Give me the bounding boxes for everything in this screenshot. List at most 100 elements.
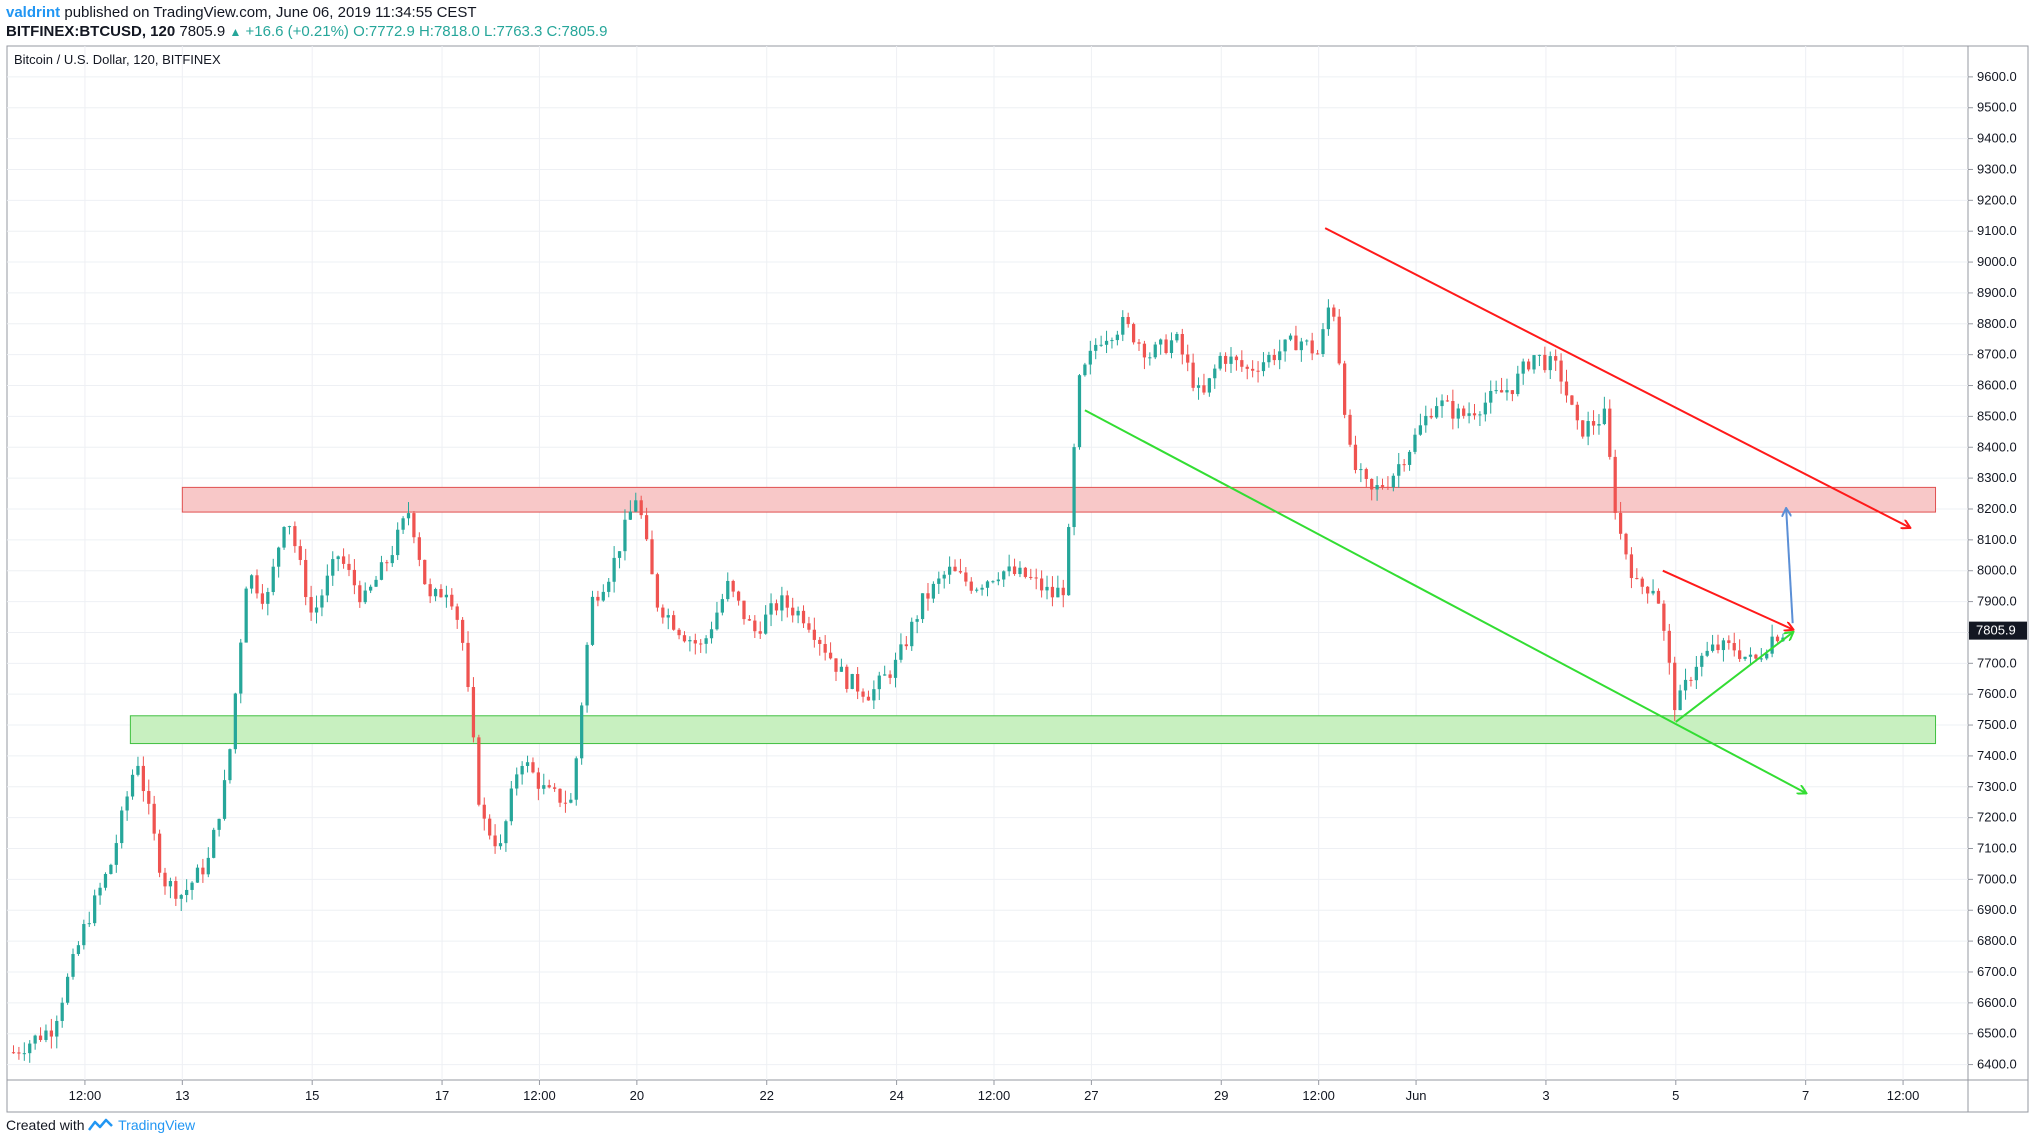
candle-body (834, 658, 838, 672)
candle-body (585, 644, 589, 706)
candle-body (201, 867, 205, 875)
price-tick-label: 8400.0 (1977, 439, 2017, 454)
candle-body (125, 796, 129, 811)
candle-body (1667, 630, 1671, 663)
candle-body (406, 513, 411, 519)
candle-body (1050, 586, 1055, 598)
candle-body (60, 1002, 64, 1021)
chart-grid (6, 45, 2029, 1113)
candle-body (964, 572, 968, 582)
candle-body (147, 791, 151, 804)
candle-body (1662, 603, 1666, 631)
candle-body (1656, 590, 1661, 604)
candle-body (1559, 360, 1563, 382)
candle-body (1370, 478, 1374, 490)
candle-body (1169, 340, 1174, 354)
time-tick-label: Jun (1406, 1088, 1427, 1103)
candle-body (1743, 656, 1747, 659)
candle-body (1180, 334, 1184, 355)
candle-body (601, 591, 605, 601)
red-trendline (1324, 227, 1909, 527)
candle-body (1683, 679, 1688, 691)
candle-body (17, 1052, 21, 1054)
candle-body (1278, 351, 1282, 361)
candle-body (1765, 653, 1769, 659)
price-tick-label: 7000.0 (1977, 871, 2017, 886)
resistance-zone (181, 486, 1937, 513)
candle-body (1240, 360, 1244, 367)
candle-body (38, 1035, 43, 1040)
candle-body (856, 674, 860, 692)
candle-body (1142, 343, 1147, 358)
candle-body (1554, 356, 1558, 361)
candle-body (1548, 356, 1552, 371)
support-zone (129, 715, 1937, 745)
published-text: published on TradingView.com, June 06, 2… (64, 4, 477, 21)
candle-body (1039, 578, 1044, 591)
candle-body (980, 587, 984, 590)
candle-body (114, 843, 118, 865)
candle-body (975, 589, 979, 591)
candle-body (1738, 650, 1742, 659)
candle-body (493, 835, 497, 847)
candle-body (547, 785, 551, 788)
candle-body (22, 1053, 26, 1055)
triangle-top-line (1662, 569, 1793, 630)
candle-body (1478, 414, 1482, 416)
price-tick-label: 9600.0 (1977, 69, 2017, 84)
candle-body (634, 500, 638, 512)
candle-body (1575, 404, 1579, 421)
candle-body (1315, 353, 1320, 355)
candle-body (969, 581, 973, 591)
candle-body (861, 691, 865, 697)
footer: Created with TradingView (6, 1117, 195, 1135)
candle-body (839, 666, 844, 672)
candle-body (293, 526, 297, 547)
candle-body (1083, 364, 1087, 376)
price-tick-label: 9400.0 (1977, 131, 2017, 146)
candle-body (644, 515, 649, 540)
time-tick-label: 27 (1084, 1088, 1098, 1103)
candle-body (807, 623, 811, 630)
candle-body (1472, 413, 1477, 416)
time-tick-label: 29 (1214, 1088, 1228, 1103)
candle-body (1678, 690, 1682, 711)
time-tick-label: 15 (305, 1088, 319, 1103)
candle-body (1364, 469, 1368, 479)
candle-body (1494, 390, 1498, 392)
tradingview-logo-icon[interactable] (88, 1118, 114, 1135)
candle-body (179, 895, 183, 899)
candle-body (1099, 344, 1103, 346)
candle-body (1413, 434, 1417, 452)
candle-body (428, 584, 432, 597)
candle-body (1196, 385, 1201, 388)
candle-body (390, 555, 394, 564)
candle-body (49, 1030, 53, 1037)
author-link[interactable]: valdrint (6, 4, 61, 21)
candle-body (720, 599, 724, 613)
candle-body (1056, 587, 1060, 598)
candle-body (363, 590, 367, 603)
candle-body (33, 1035, 37, 1044)
tradingview-brand[interactable]: TradingView (118, 1117, 196, 1133)
candle-body (1748, 654, 1753, 657)
candle-body (1359, 469, 1363, 471)
candle-body (661, 607, 665, 618)
candle-body (1727, 640, 1731, 644)
candle-body (688, 640, 692, 642)
candle-body (785, 595, 789, 608)
candle-body (65, 976, 70, 1003)
candle-body (1521, 361, 1525, 374)
candle-body (569, 799, 573, 803)
price-tick-label: 9000.0 (1977, 254, 2017, 269)
candle-body (893, 659, 898, 678)
ohlc-values: O:7772.9 H:7818.0 L:7763.3 C:7805.9 (353, 23, 608, 40)
time-tick-label: 12:00 (978, 1088, 1011, 1103)
trendlines (1084, 227, 1910, 793)
candle-body (1689, 679, 1693, 681)
candle-body (845, 666, 849, 689)
candle-body (1353, 444, 1358, 470)
candle-body (1581, 420, 1585, 437)
candle-body (558, 788, 562, 803)
